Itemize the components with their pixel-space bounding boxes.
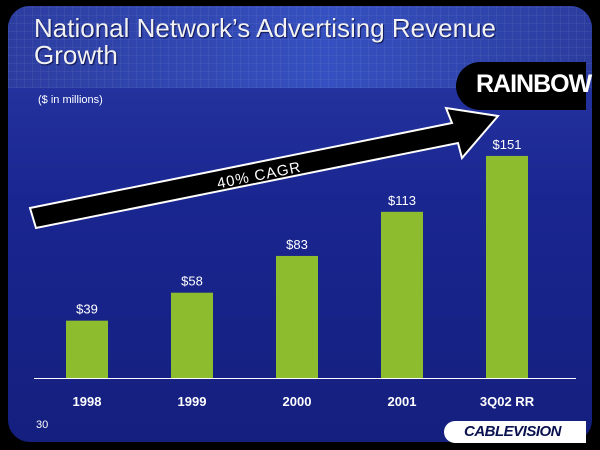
cagr-arrow: 40% CAGR: [28, 106, 500, 230]
slide-title: National Network’s Advertising Revenue G…: [34, 13, 496, 70]
bar-2000: [276, 255, 318, 378]
bar-value-label: $83: [286, 237, 308, 252]
bar-value-label: $39: [76, 302, 98, 317]
cablevision-logo-text: CABLEVISION: [464, 423, 562, 440]
rainbow-logo-text: RAINBOW: [476, 70, 592, 98]
x-tick-label: 1999: [178, 394, 207, 409]
units-note: ($ in millions): [38, 94, 103, 106]
x-tick-label: 3Q02 RR: [480, 394, 535, 409]
x-tick-label: 2001: [388, 394, 417, 409]
rainbow-logo: RAINBOW: [456, 62, 592, 110]
bar-value-label: $113: [388, 193, 416, 208]
page-number: 30: [36, 419, 49, 431]
bar-2001: [381, 211, 423, 378]
x-tick-label: 1998: [73, 394, 102, 409]
x-tick-label: 2000: [283, 394, 312, 409]
bar-value-label: $58: [181, 274, 203, 289]
cagr-arrow-shape: [28, 106, 500, 230]
bar-value-label: $151: [493, 137, 522, 152]
bars-layer: $39 $58 $83 $113 $151: [66, 137, 528, 378]
bar-3q02-rr: [486, 155, 528, 378]
bar-1998: [66, 320, 108, 378]
bar-1999: [171, 292, 213, 378]
axis-layer: 1998 1999 2000 2001 3Q02 RR: [34, 378, 576, 409]
cablevision-logo: CABLEVISION: [444, 421, 586, 443]
